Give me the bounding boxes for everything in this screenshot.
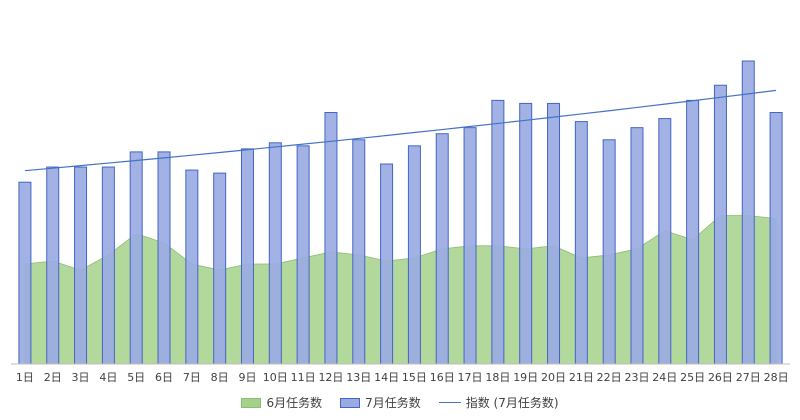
bar-july-20	[547, 102, 561, 365]
bar-july-14	[380, 163, 394, 365]
bar-july-1	[18, 181, 32, 365]
bar-july-19	[519, 102, 533, 365]
bar-july-9	[240, 148, 254, 365]
bar-july-7	[185, 169, 199, 365]
x-tick-label-26: 26日	[708, 371, 733, 384]
bar-july-5	[129, 151, 143, 365]
x-tick-label-12: 12日	[318, 371, 343, 384]
bar-july-27	[741, 60, 755, 365]
bar-july-4	[101, 166, 115, 365]
x-tick-label-8: 8日	[211, 371, 229, 384]
legend-label-july: 7月任务数	[365, 396, 421, 410]
x-tick-label-27: 27日	[736, 371, 761, 384]
x-tick-label-20: 20日	[541, 371, 566, 384]
bar-july-16	[435, 133, 449, 365]
x-tick-label-16: 16日	[430, 371, 455, 384]
legend-swatch-trendline	[438, 402, 461, 403]
x-tick-label-17: 17日	[458, 371, 483, 384]
bar-july-28	[769, 112, 783, 365]
trendline-exponential	[24, 89, 777, 172]
x-tick-label-18: 18日	[485, 371, 510, 384]
x-tick-label-11: 11日	[291, 371, 316, 384]
legend-label-june: 6月任务数	[266, 396, 323, 410]
bar-july-26	[713, 84, 727, 365]
x-tick-label-2: 2日	[44, 371, 62, 384]
bar-july-21	[574, 121, 588, 365]
x-tick-label-22: 22日	[597, 371, 622, 384]
bar-july-10	[268, 142, 282, 365]
legend: 6月任务数 7月任务数 指数 (7月任务数)	[0, 394, 800, 411]
x-tick-label-28: 28日	[764, 371, 789, 384]
x-tick-label-19: 19日	[513, 371, 538, 384]
x-tick-label-14: 14日	[374, 371, 399, 384]
legend-item-june: 6月任务数	[241, 394, 322, 411]
legend-swatch-june	[241, 397, 262, 408]
bar-july-8	[213, 172, 227, 365]
x-tick-label-6: 6日	[155, 371, 173, 384]
x-tick-label-4: 4日	[99, 371, 117, 384]
x-tick-label-10: 10日	[263, 371, 288, 384]
bar-july-25	[686, 99, 700, 365]
bar-july-6	[157, 151, 171, 365]
bar-july-13	[352, 139, 366, 365]
bar-july-3	[74, 166, 88, 365]
bar-july-17	[463, 127, 477, 365]
x-tick-label-13: 13日	[346, 371, 371, 384]
bar-july-15	[407, 145, 421, 365]
legend-item-trendline: 指数 (7月任务数)	[438, 394, 559, 411]
x-tick-label-23: 23日	[624, 371, 649, 384]
bar-july-23	[630, 127, 644, 365]
x-tick-label-1: 1日	[16, 371, 34, 384]
bar-july-22	[602, 139, 616, 365]
x-tick-label-5: 5日	[127, 371, 145, 384]
bar-july-11	[296, 145, 310, 365]
legend-label-trendline: 指数 (7月任务数)	[465, 396, 559, 410]
bar-july-18	[491, 99, 505, 365]
x-tick-label-15: 15日	[402, 371, 427, 384]
bar-july-2	[46, 166, 60, 365]
x-tick-label-25: 25日	[680, 371, 705, 384]
x-tick-label-9: 9日	[238, 371, 256, 384]
bar-july-24	[658, 118, 672, 365]
legend-item-july: 7月任务数	[340, 394, 421, 411]
x-tick-label-24: 24日	[652, 371, 677, 384]
legend-swatch-july	[340, 397, 361, 408]
bar-july-12	[324, 112, 338, 365]
x-tick-label-21: 21日	[569, 371, 594, 384]
x-tick-label-3: 3日	[72, 371, 90, 384]
x-tick-label-7: 7日	[183, 371, 201, 384]
